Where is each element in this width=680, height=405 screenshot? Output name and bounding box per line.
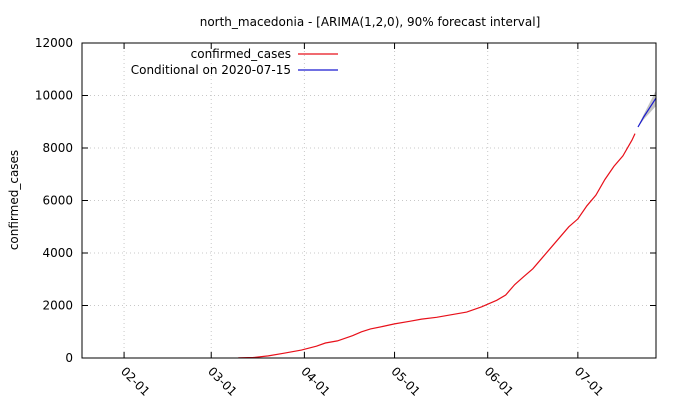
y-tick-label: 6000	[42, 194, 73, 208]
x-tick-label: 07-01	[572, 364, 607, 399]
x-tick-label: 06-01	[482, 364, 517, 399]
y-tick-label: 8000	[42, 141, 73, 155]
series-line-confirmed-cases	[238, 133, 636, 359]
grid-lines	[82, 43, 656, 358]
y-tick-label: 0	[65, 351, 73, 365]
chart-title: north_macedonia - [ARIMA(1,2,0), 90% for…	[200, 15, 541, 29]
axis-ticks: 0 2000 4000 6000 8000 10000 12000 02-01 03-01 04-…	[35, 36, 656, 399]
plot-frame	[81, 42, 657, 359]
x-tick-label: 03-01	[205, 364, 240, 399]
x-tick-label: 02-01	[118, 364, 153, 399]
series-line-forecast	[637, 97, 657, 128]
legend: confirmed_cases Conditional on 2020-07-15	[131, 47, 338, 77]
x-tick-label: 05-01	[388, 364, 423, 399]
legend-label: Conditional on 2020-07-15	[131, 63, 291, 77]
series-lines	[238, 97, 657, 359]
y-tick-label: 12000	[35, 36, 73, 50]
y-axis-label: confirmed_cases	[7, 150, 21, 250]
legend-label: confirmed_cases	[191, 47, 291, 61]
x-tick-label: 04-01	[298, 364, 333, 399]
y-tick-label: 10000	[35, 89, 73, 103]
y-tick-label: 2000	[42, 299, 73, 313]
y-tick-label: 4000	[42, 246, 73, 260]
